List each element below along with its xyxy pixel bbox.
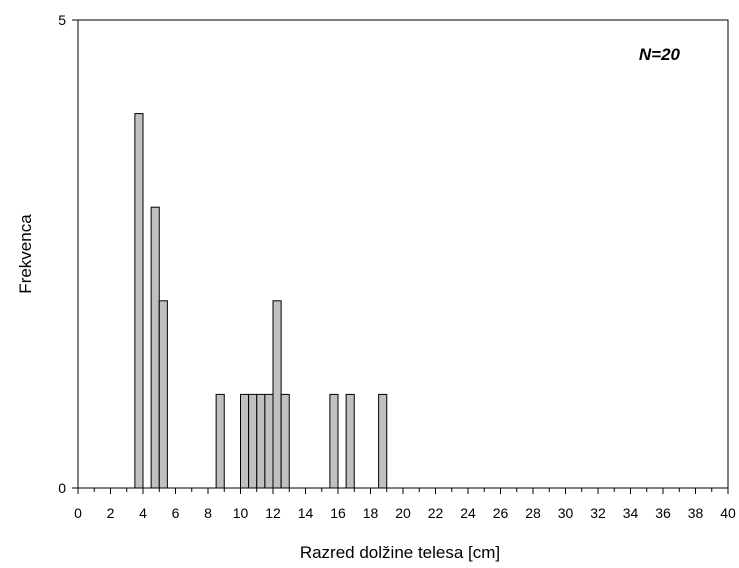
histogram-bar (256, 393, 266, 489)
y-ticks-group: 05 (58, 12, 78, 496)
histogram-bar (264, 393, 274, 489)
bars-group (134, 113, 388, 489)
x-tick-label: 4 (139, 505, 147, 521)
histogram-bar (329, 393, 339, 489)
x-tick-label: 12 (265, 505, 281, 521)
x-tick-label: 28 (525, 505, 541, 521)
x-tick-label: 20 (395, 505, 411, 521)
x-tick-label: 40 (720, 505, 736, 521)
x-tick-label: 18 (363, 505, 379, 521)
y-tick-label: 0 (58, 480, 66, 496)
histogram-bar (280, 393, 290, 489)
x-tick-label: 8 (204, 505, 212, 521)
histogram-bar (272, 300, 282, 489)
x-tick-label: 2 (107, 505, 115, 521)
histogram-bar (240, 393, 250, 489)
x-tick-label: 30 (558, 505, 574, 521)
x-tick-label: 38 (688, 505, 704, 521)
x-tick-label: 10 (233, 505, 249, 521)
histogram-bar (150, 206, 160, 489)
x-tick-label: 0 (74, 505, 82, 521)
x-ticks-group: 0 2 4 6 8 10 12 14 16 18 20 22 24 26 28 30 32 34 36 38 40 (74, 488, 736, 521)
x-axis-title: Razred dolžine telesa [cm] (300, 543, 500, 562)
histogram-bar (248, 393, 258, 489)
x-tick-label: 24 (460, 505, 476, 521)
histogram-bar (158, 300, 168, 489)
x-tick-label: 22 (428, 505, 444, 521)
x-tick-label: 6 (172, 505, 180, 521)
y-axis-title: Frekvenca (16, 214, 35, 294)
plot-frame (77, 19, 729, 489)
x-tick-label: 36 (655, 505, 671, 521)
x-tick-label: 26 (493, 505, 509, 521)
x-tick-label: 32 (590, 505, 606, 521)
x-tick-label: 16 (330, 505, 346, 521)
x-tick-label: 34 (623, 505, 639, 521)
histogram-bar (134, 113, 144, 489)
histogram-bar (215, 393, 225, 489)
y-tick-label: 5 (58, 12, 66, 28)
histogram-bar (345, 393, 355, 489)
histogram-bar (378, 393, 388, 489)
sample-size-annotation: N=20 (639, 45, 681, 64)
x-tick-label: 14 (298, 505, 314, 521)
